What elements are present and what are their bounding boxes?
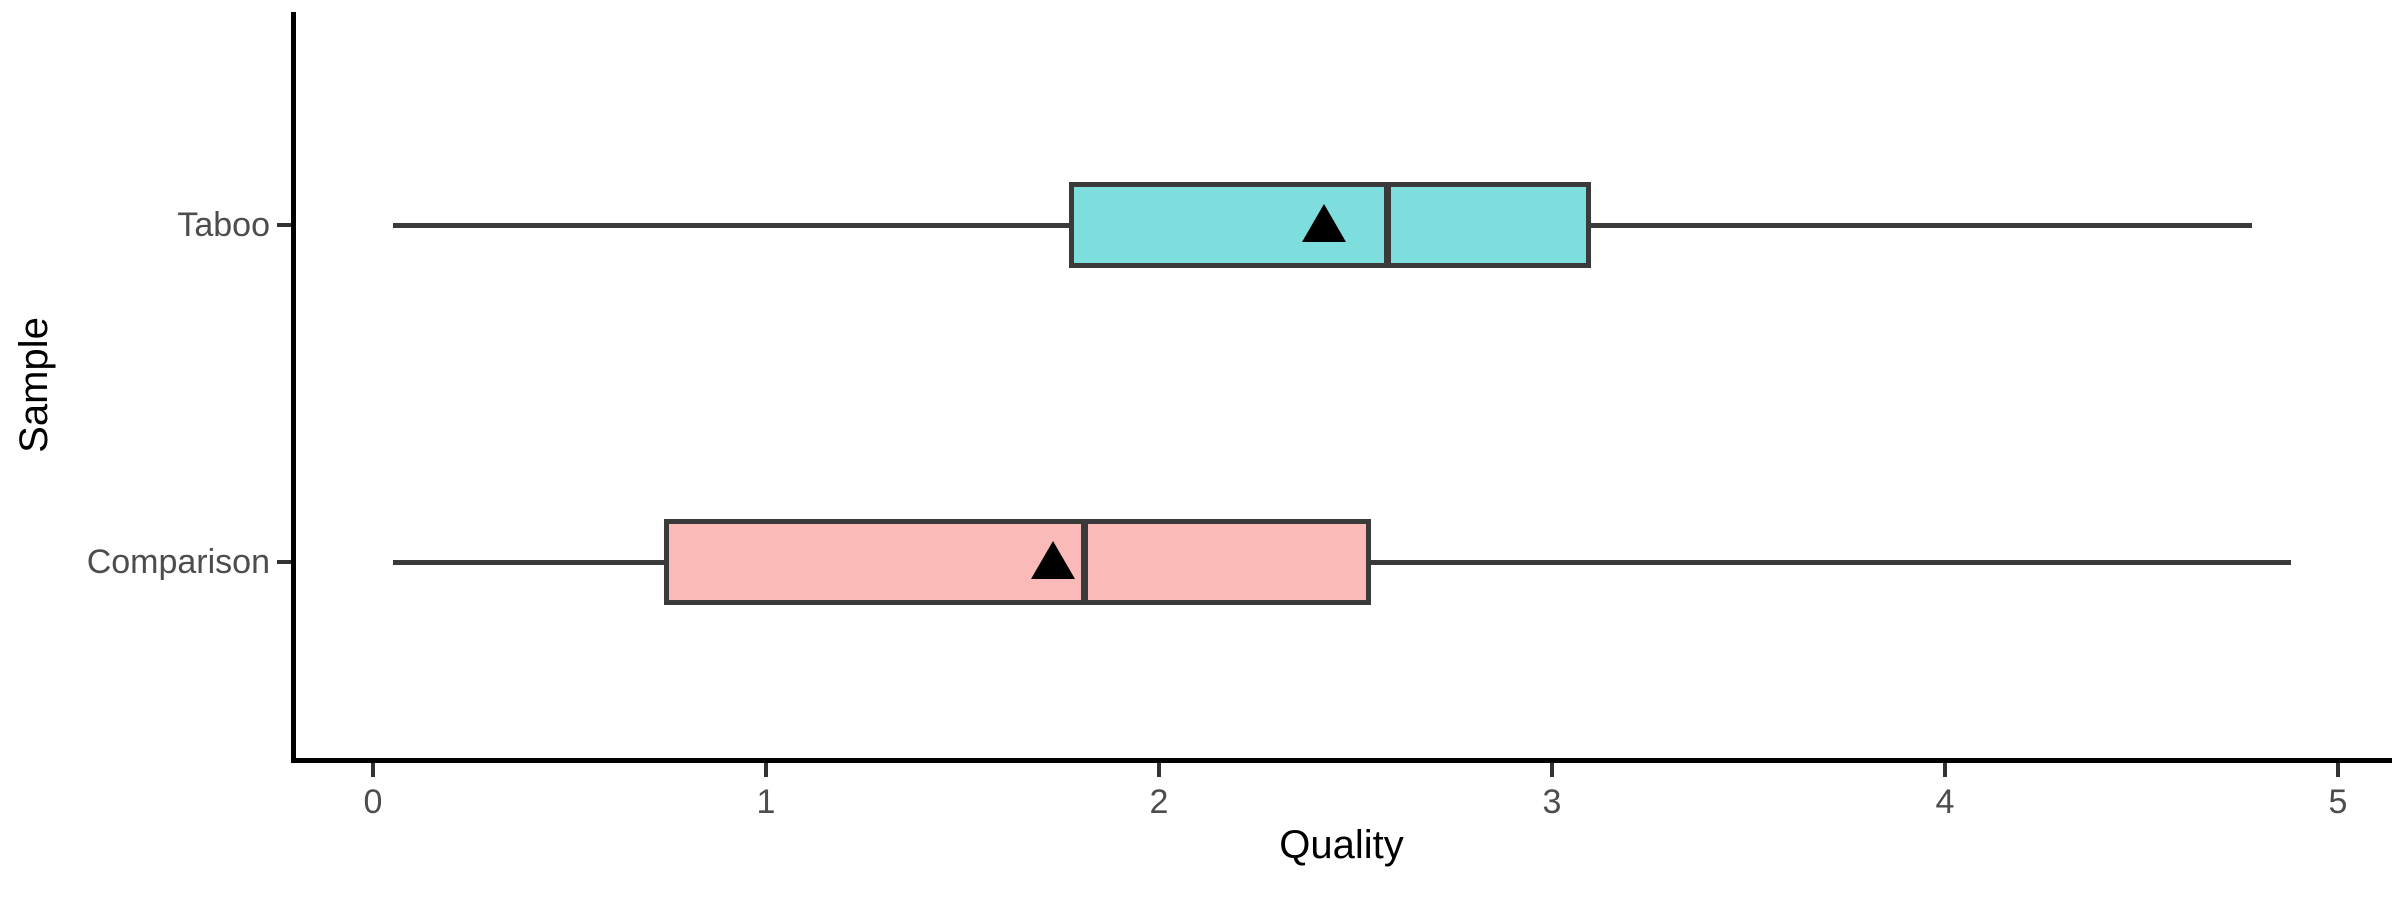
y-axis-line xyxy=(291,12,296,763)
y-category-label: Taboo xyxy=(177,206,270,244)
x-tick-mark xyxy=(764,763,768,777)
mean-marker-triangle xyxy=(1302,204,1347,242)
y-tick-mark xyxy=(277,223,291,227)
whisker-right xyxy=(1591,223,2252,228)
whisker-left xyxy=(392,223,1069,228)
box-iqr xyxy=(663,519,1372,605)
median-line xyxy=(1383,182,1391,268)
x-tick-label: 5 xyxy=(2328,783,2348,821)
x-tick-label: 1 xyxy=(756,783,776,821)
x-tick-label: 2 xyxy=(1149,783,1169,821)
x-tick-mark xyxy=(371,763,375,777)
whisker-right xyxy=(1371,560,2291,565)
x-tick-mark xyxy=(1943,763,1947,777)
median-line xyxy=(1081,519,1089,605)
x-tick-mark xyxy=(2336,763,2340,777)
x-axis-title: Quality xyxy=(1279,823,1404,867)
mean-marker-triangle xyxy=(1030,541,1075,579)
y-axis-title: Sample xyxy=(12,317,56,453)
y-category-label: Comparison xyxy=(86,543,270,581)
x-tick-mark xyxy=(1550,763,1554,777)
x-tick-mark xyxy=(1157,763,1161,777)
x-tick-label: 0 xyxy=(363,783,383,821)
x-axis-line xyxy=(291,758,2392,763)
whisker-left xyxy=(392,560,664,565)
x-tick-label: 4 xyxy=(1935,783,1955,821)
x-tick-label: 3 xyxy=(1542,783,1562,821)
y-tick-mark xyxy=(277,560,291,564)
